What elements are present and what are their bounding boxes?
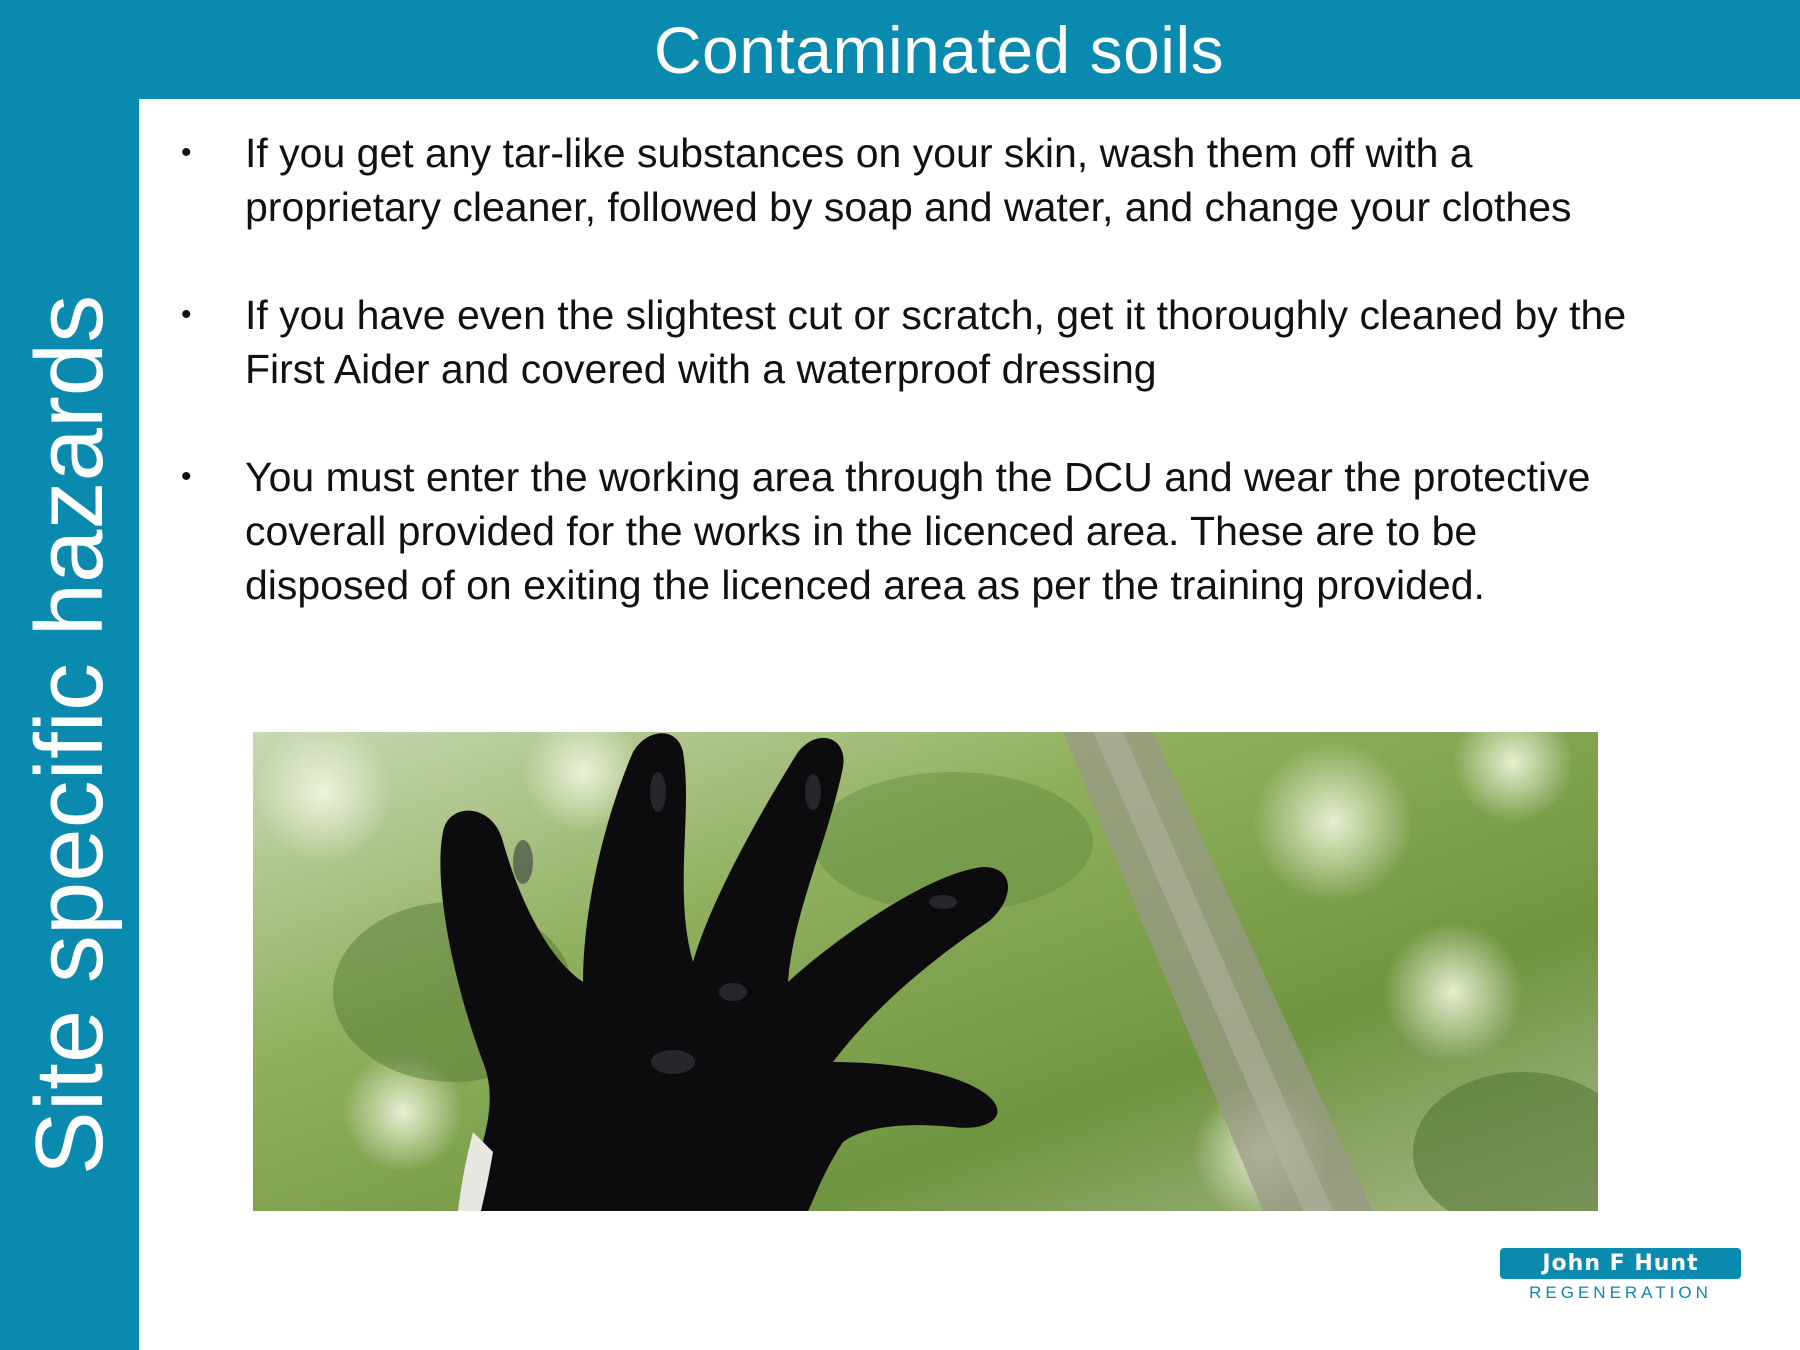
bullet-item: • You must enter the working area throug… <box>175 450 1775 612</box>
side-title: Site specific hazards <box>16 294 123 1176</box>
company-logo: John F Hunt REGENERATION <box>1500 1248 1741 1303</box>
bullet-marker: • <box>181 460 192 493</box>
bullet-item: • If you get any tar-like substances on … <box>175 126 1775 234</box>
bullet-text: If you have even the slightest cut or sc… <box>245 292 1627 392</box>
logo-subtitle: REGENERATION <box>1529 1283 1712 1302</box>
side-bar <box>0 0 139 1350</box>
title-bar <box>0 0 1800 99</box>
bullet-marker: • <box>181 298 192 331</box>
bullet-list: • If you get any tar-like substances on … <box>175 126 1775 666</box>
slide-title: Contaminated soils <box>653 12 1225 87</box>
bullet-marker: • <box>181 136 192 169</box>
bullet-item: • If you have even the slightest cut or … <box>175 288 1775 396</box>
bullet-text: If you get any tar-like substances on yo… <box>245 130 1572 230</box>
logo-name: John F Hunt <box>1500 1248 1741 1279</box>
tar-covered-hand-photo <box>253 732 1598 1211</box>
bullet-text: You must enter the working area through … <box>245 454 1591 608</box>
